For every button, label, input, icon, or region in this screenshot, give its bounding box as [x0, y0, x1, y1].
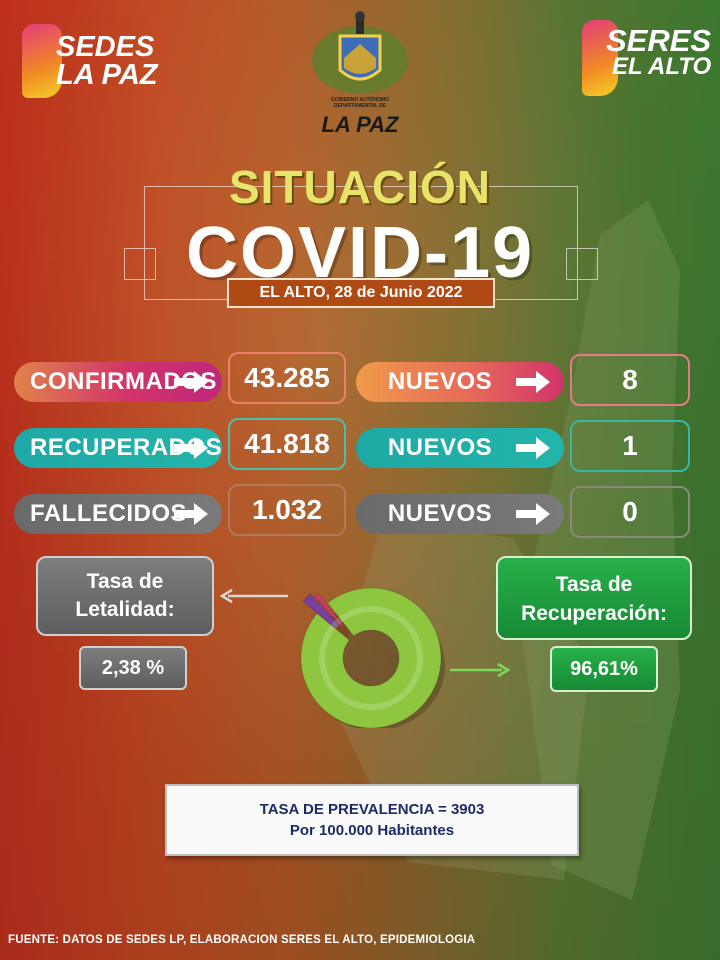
title-frame-left-notch: [124, 248, 156, 280]
seres-figure-icon: [582, 20, 618, 96]
arrow-right-icon: [174, 371, 208, 393]
confirmados-nuevos-value: 8: [570, 354, 690, 406]
coat-of-arms-icon: [312, 11, 408, 94]
donut-slice-recovered: [300, 587, 442, 728]
recuperados-nuevos-label: NUEVOS: [387, 434, 493, 461]
arrow-right-icon: [516, 503, 550, 525]
prevalence-box: TASA DE PREVALENCIA = 3903 Por 100.000 H…: [165, 784, 579, 856]
confirmados-pill: CONFIRMADOS: [14, 362, 222, 402]
title-frame-right-notch: [566, 248, 598, 280]
confirmados-value: 43.285: [228, 352, 346, 404]
date-banner: EL ALTO, 28 de Junio 2022: [227, 278, 495, 308]
sedes-logo-text-2: LA PAZ: [56, 59, 158, 91]
recovery-donut-chart: [300, 587, 445, 728]
fallecidos-nuevos-label: NUEVOS: [387, 500, 493, 527]
recuperados-nuevos-pill: NUEVOS: [356, 428, 564, 468]
fallecidos-nuevos-pill: NUEVOS: [356, 494, 564, 534]
arrow-right-green-icon: [450, 662, 511, 678]
title-situacion: SITUACIÓN: [229, 161, 491, 213]
donut-slice-deceased: [302, 593, 340, 629]
confirmados-nuevos-pill: NUEVOS: [356, 362, 564, 402]
recovery-card: Tasa de Recuperación:: [496, 556, 692, 640]
donut-highlight: [319, 606, 423, 710]
arrow-right-icon: [516, 371, 550, 393]
donut-slice-other: [313, 592, 345, 628]
arrow-right-icon: [174, 503, 208, 525]
sedes-logo: SEDES LA PAZ: [22, 22, 162, 102]
gobierno-logo-subtext: GOBIERNO AUTÓNOMO DEPARTAMENTAL DE: [330, 97, 390, 109]
recuperados-value: 41.818: [228, 418, 346, 470]
arrow-right-icon: [516, 437, 550, 459]
confirmados-nuevos-label: NUEVOS: [387, 368, 493, 395]
sedes-figure-icon: [22, 24, 62, 98]
fallecidos-pill: FALLECIDOS: [14, 494, 222, 534]
fallecidos-value: 1.032: [228, 484, 346, 536]
lethality-card: Tasa de Letalidad:: [36, 556, 214, 636]
recovery-label: Tasa de Recuperación:: [521, 573, 667, 625]
source-footer: FUENTE: DATOS DE SEDES LP, ELABORACION S…: [8, 934, 476, 946]
lethality-label: Tasa de Letalidad:: [75, 570, 175, 621]
gobierno-logo: GOBIERNO AUTÓNOMO DEPARTAMENTAL DE LA PA…: [300, 8, 420, 144]
lethality-value: 2,38 %: [79, 646, 187, 690]
arrow-left-icon: [219, 588, 288, 604]
recuperados-pill: RECUPERADOS: [14, 428, 222, 468]
prevalence-line-2: Por 100.000 Habitantes: [289, 822, 455, 839]
recovery-value: 96,61%: [550, 646, 658, 692]
arrow-right-icon: [174, 437, 208, 459]
recuperados-nuevos-value: 1: [570, 420, 690, 472]
seres-logo-text-1: SERES: [606, 23, 712, 58]
seres-logo: SERES EL ALTO: [572, 16, 712, 96]
prevalence-line-1: TASA DE PREVALENCIA = 3903: [259, 801, 485, 818]
sedes-logo-text-1: SEDES: [56, 31, 155, 63]
seres-logo-text-2: EL ALTO: [612, 53, 712, 80]
gobierno-logo-text: LA PAZ: [321, 112, 399, 137]
fallecidos-nuevos-value: 0: [570, 486, 690, 538]
fallecidos-label: FALLECIDOS: [30, 500, 188, 527]
